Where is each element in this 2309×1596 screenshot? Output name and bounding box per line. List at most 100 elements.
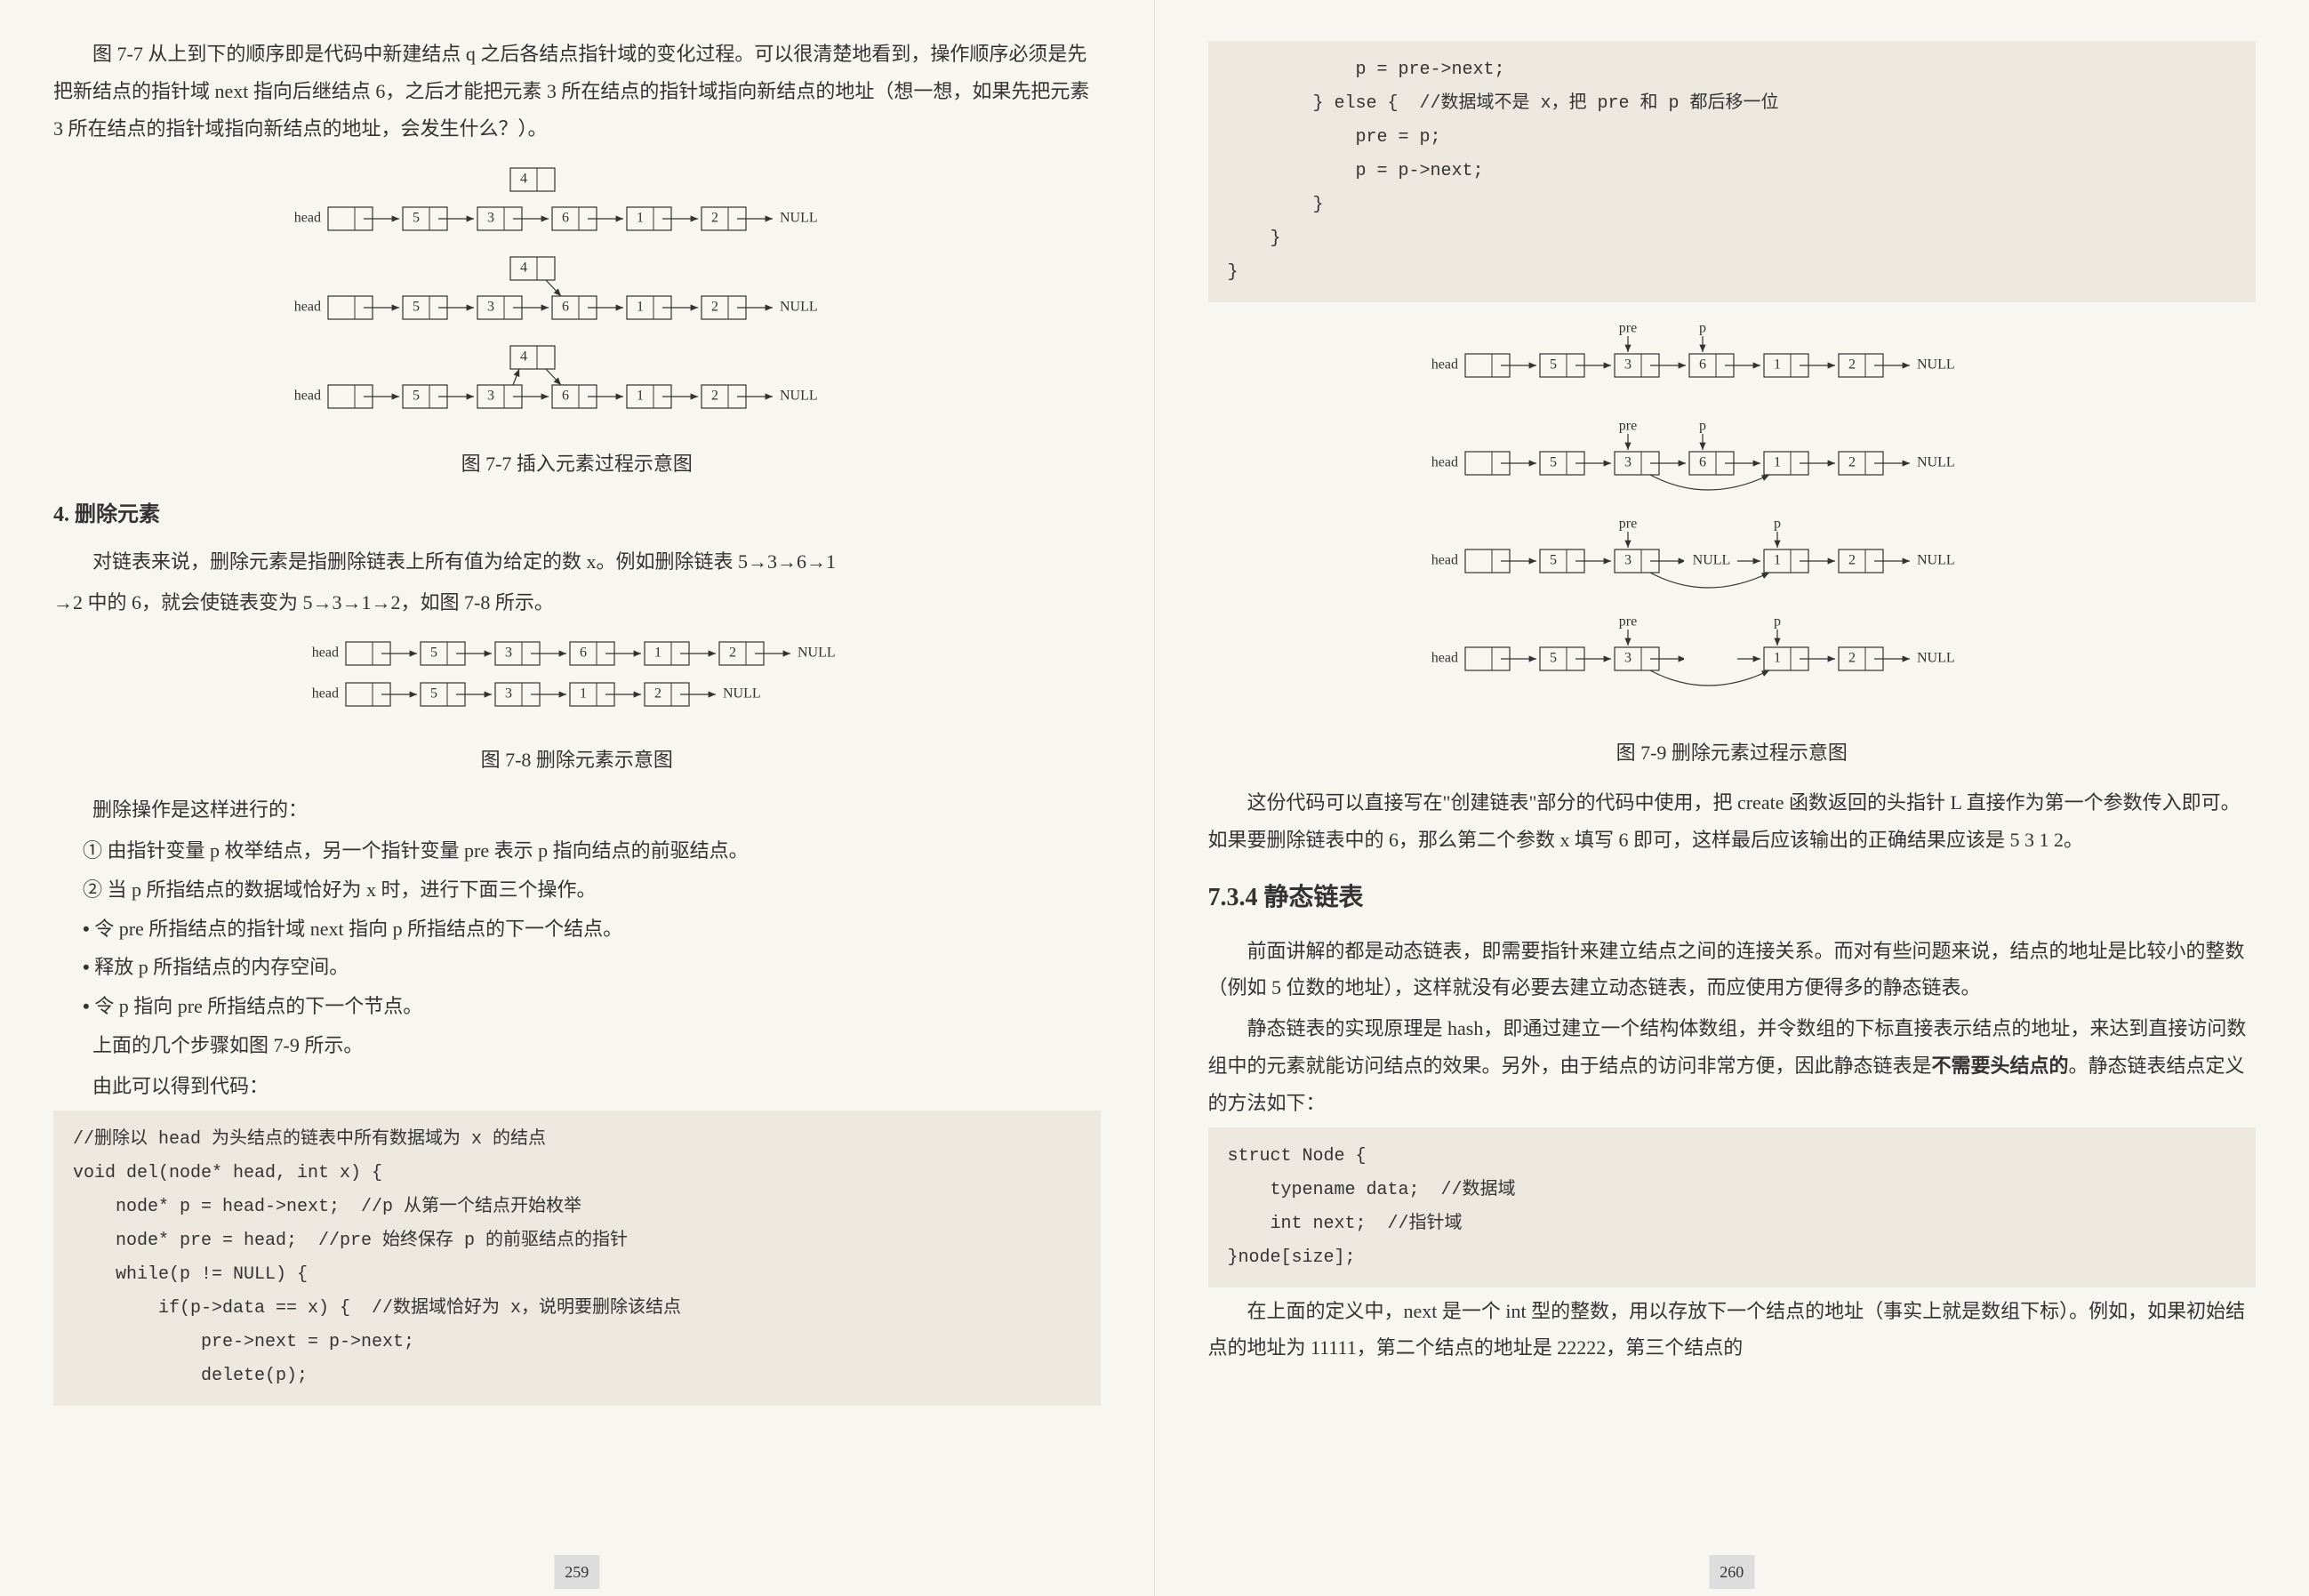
svg-text:4: 4 [520,349,527,365]
svg-text:2: 2 [1848,553,1856,568]
svg-text:pre: pre [1619,321,1637,336]
svg-text:6: 6 [562,389,569,404]
figure-7-7: head 5 3 6 1 2 NULL 4 head 5 3 6 1 2 NULL 4 head 5 3 6 1 2 NUL… [266,154,888,438]
para-static-2b-bold: 不需要头结点的 [1932,1055,2069,1077]
svg-text:3: 3 [487,300,494,315]
svg-text:NULL: NULL [1692,553,1730,568]
svg-text:NULL: NULL [723,686,761,702]
svg-text:3: 3 [1624,553,1632,568]
svg-text:3: 3 [505,646,512,661]
svg-text:4: 4 [520,261,527,276]
page-number-left: 259 [554,1555,599,1589]
para-usage: 这份代码可以直接写在"创建链表"部分的代码中使用，把 create 函数返回的头… [1208,784,2257,859]
bullet-2: 释放 p 所指结点的内存空间。 [83,949,1101,986]
code-del-continued: p = pre->next; } else { //数据域不是 x，把 pre … [1208,41,2257,302]
svg-text:6: 6 [562,300,569,315]
para-static-2: 静态链表的实现原理是 hash，即通过建立一个结构体数组，并令数组的下标直接表示… [1208,1010,2257,1121]
svg-text:NULL: NULL [780,211,818,226]
svg-text:p: p [1774,614,1781,630]
svg-text:5: 5 [1550,357,1557,373]
para-fig79-ref: 上面的几个步骤如图 7-9 所示。 [53,1027,1101,1064]
para-delete-steps: 删除操作是这样进行的： [53,791,1101,829]
svg-text:1: 1 [1774,455,1781,470]
svg-text:head: head [294,300,321,315]
bullet-3: 令 p 指向 pre 所指结点的下一个节点。 [83,988,1101,1025]
svg-text:NULL: NULL [1917,455,1955,470]
svg-text:NULL: NULL [798,646,836,661]
svg-text:1: 1 [1774,651,1781,666]
svg-text:NULL: NULL [1917,553,1955,568]
svg-text:1: 1 [637,300,644,315]
page-number-right: 260 [1709,1555,1754,1589]
svg-text:1: 1 [637,389,644,404]
svg-text:head: head [294,389,321,404]
svg-text:5: 5 [430,646,437,661]
para-static-1: 前面讲解的都是动态链表，即需要指针来建立结点之间的连接关系。而对有些问题来说，结… [1208,933,2257,1007]
para-static-3: 在上面的定义中，next 是一个 int 型的整数，用以存放下一个结点的地址（事… [1208,1293,2257,1367]
bullet-1-text: 令 pre 所指结点的指针域 next 指向 p 所指结点的下一个结点。 [94,918,622,940]
svg-text:p: p [1774,517,1781,532]
code-del-function: //删除以 head 为头结点的链表中所有数据域为 x 的结点 void del… [53,1111,1101,1406]
bullet-2-text: 释放 p 所指结点的内存空间。 [94,956,349,978]
svg-text:pre: pre [1619,614,1637,630]
svg-text:6: 6 [1699,357,1706,373]
svg-text:5: 5 [413,300,420,315]
svg-text:NULL: NULL [1917,357,1955,373]
svg-text:head: head [1431,553,1458,568]
left-page: 图 7-7 从上到下的顺序即是代码中新建结点 q 之后各结点指针域的变化过程。可… [0,0,1155,1596]
svg-text:3: 3 [505,686,512,702]
svg-text:1: 1 [580,686,587,702]
svg-text:2: 2 [711,211,718,226]
svg-text:1: 1 [1774,553,1781,568]
section-4-title: 4. 删除元素 [53,495,1101,536]
svg-text:1: 1 [654,646,661,661]
svg-text:2: 2 [1848,357,1856,373]
svg-text:5: 5 [430,686,437,702]
svg-text:5: 5 [1550,455,1557,470]
svg-text:1: 1 [637,211,644,226]
svg-text:5: 5 [1550,553,1557,568]
bullet-3-text: 令 p 指向 pre 所指结点的下一个节点。 [94,995,422,1017]
svg-text:2: 2 [654,686,661,702]
para-code-lead: 由此可以得到代码： [53,1068,1101,1105]
svg-text:1: 1 [1774,357,1781,373]
svg-text:2: 2 [1848,651,1856,666]
section-734-title: 7.3.4 静态链表 [1208,874,2257,921]
svg-text:2: 2 [1848,455,1856,470]
svg-text:3: 3 [487,389,494,404]
svg-text:head: head [312,646,339,661]
svg-text:head: head [1431,455,1458,470]
svg-text:3: 3 [1624,455,1632,470]
svg-text:3: 3 [1624,651,1632,666]
svg-text:head: head [1431,357,1458,373]
svg-text:p: p [1699,419,1706,434]
figure-7-9: head 5 3 6 1 2 NULL pre p head 5 3 6 1 2 NULL pre p head 5 3… [1403,309,2061,727]
code-struct-node: struct Node { typename data; //数据域 int n… [1208,1127,2257,1287]
step-1: ① 由指针变量 p 枚举结点，另一个指针变量 pre 表示 p 指向结点的前驱结… [83,832,1101,870]
right-page: p = pre->next; } else { //数据域不是 x，把 pre … [1155,0,2309,1596]
svg-text:NULL: NULL [1917,651,1955,666]
svg-text:3: 3 [487,211,494,226]
svg-text:pre: pre [1619,419,1637,434]
svg-text:head: head [294,211,321,226]
svg-text:6: 6 [562,211,569,226]
svg-text:5: 5 [1550,651,1557,666]
svg-text:NULL: NULL [780,300,818,315]
svg-text:6: 6 [1699,455,1706,470]
svg-text:6: 6 [580,646,587,661]
svg-text:NULL: NULL [780,389,818,404]
svg-text:2: 2 [711,300,718,315]
svg-text:5: 5 [413,389,420,404]
para-intro: 图 7-7 从上到下的顺序即是代码中新建结点 q 之后各结点指针域的变化过程。可… [53,36,1101,147]
figure-7-8: head53612NULLhead5312NULL [266,628,888,734]
svg-text:head: head [312,686,339,702]
fig79-caption: 图 7-9 删除元素过程示意图 [1208,734,2257,772]
svg-text:3: 3 [1624,357,1632,373]
step-2: ② 当 p 所指结点的数据域恰好为 x 时，进行下面三个操作。 [83,871,1101,909]
svg-text:p: p [1699,321,1706,336]
svg-text:2: 2 [711,389,718,404]
para-delete-desc-a: 对链表来说，删除元素是指删除链表上所有值为给定的数 x。例如删除链表 5→3→6… [53,543,1101,581]
svg-text:5: 5 [413,211,420,226]
para-delete-desc-b: →2 中的 6，就会使链表变为 5→3→1→2，如图 7-8 所示。 [53,584,1101,622]
fig77-caption: 图 7-7 插入元素过程示意图 [53,445,1101,483]
